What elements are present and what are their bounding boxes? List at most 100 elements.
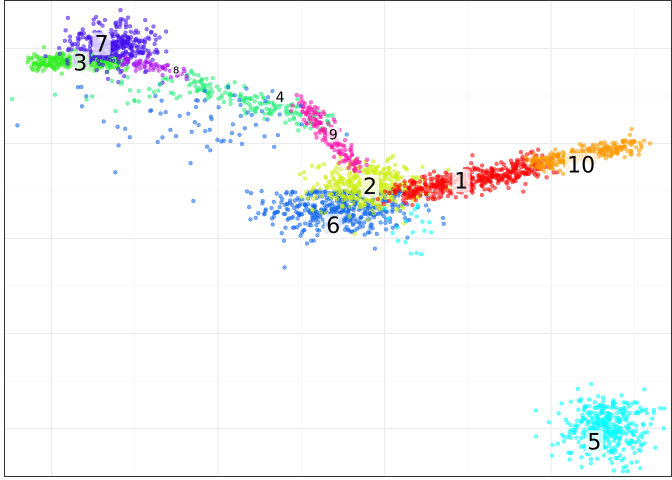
cluster-7-point bbox=[157, 35, 162, 40]
cluster-5-point bbox=[658, 406, 663, 411]
cluster-7-point bbox=[155, 50, 160, 55]
cluster-4-point bbox=[217, 87, 222, 92]
cluster-9-point bbox=[338, 142, 343, 147]
cluster-6-point bbox=[279, 200, 284, 205]
cluster-2-point bbox=[393, 162, 398, 168]
cluster-6-point bbox=[297, 203, 302, 208]
cluster-4-point bbox=[261, 95, 266, 101]
cluster-6-point bbox=[335, 205, 340, 210]
cluster-10-point bbox=[628, 141, 633, 147]
cluster-label-text: 4 bbox=[276, 90, 285, 106]
cluster-1-point bbox=[495, 173, 500, 179]
cluster-1-point bbox=[472, 166, 477, 172]
cluster-4-point bbox=[192, 72, 197, 77]
cluster-5-point bbox=[390, 230, 395, 235]
cluster-10-point bbox=[634, 145, 639, 150]
cluster-5-point bbox=[608, 413, 613, 418]
cluster-7-point bbox=[147, 36, 152, 41]
cluster-7-point bbox=[91, 57, 96, 62]
cluster-9-point bbox=[315, 105, 320, 111]
cluster-9-point bbox=[349, 143, 354, 148]
cluster-label-box bbox=[324, 213, 343, 237]
cluster-1-point bbox=[486, 187, 491, 192]
cluster-5-point bbox=[606, 443, 612, 448]
cluster-5-point bbox=[597, 421, 603, 426]
cluster-9-point bbox=[302, 101, 307, 106]
cluster-10-point bbox=[622, 155, 627, 160]
cluster-6-point bbox=[263, 208, 268, 213]
cluster-7-point bbox=[136, 44, 141, 49]
cluster-4-point bbox=[308, 126, 313, 131]
cluster-10-point bbox=[594, 143, 600, 148]
cluster-9-point bbox=[320, 127, 325, 132]
cluster-2-point bbox=[390, 153, 395, 159]
cluster-10-point bbox=[546, 163, 551, 168]
cluster-5-point bbox=[631, 432, 636, 437]
cluster-6-point bbox=[293, 190, 298, 195]
cluster-6-point bbox=[79, 84, 84, 90]
cluster-10-point bbox=[623, 138, 628, 143]
cluster-label-text: 5 bbox=[587, 431, 601, 456]
cluster-6-point bbox=[313, 209, 318, 215]
cluster-4-point bbox=[327, 113, 332, 118]
cluster-6-point bbox=[441, 221, 446, 226]
cluster-5-point bbox=[615, 443, 620, 448]
cluster-1-point bbox=[536, 172, 541, 177]
cluster-9-point bbox=[318, 111, 323, 117]
cluster-1-point bbox=[516, 169, 522, 174]
cluster-5-point bbox=[610, 402, 616, 407]
cluster-6-point bbox=[314, 190, 319, 195]
cluster-5-point bbox=[613, 405, 618, 410]
cluster-2-point bbox=[377, 170, 382, 175]
cluster-10-point bbox=[615, 151, 620, 156]
cluster-4-point bbox=[136, 99, 141, 104]
cluster-7-point bbox=[86, 34, 91, 40]
cluster-3-point bbox=[30, 55, 35, 60]
cluster-7-point bbox=[104, 69, 109, 74]
cluster-7-point bbox=[101, 56, 106, 61]
cluster-7-point bbox=[100, 62, 105, 67]
cluster-4-point bbox=[187, 90, 193, 95]
cluster-8-point bbox=[142, 64, 147, 70]
cluster-4-point bbox=[205, 83, 210, 88]
cluster-4-point bbox=[204, 76, 209, 81]
cluster-5-point bbox=[639, 409, 644, 414]
cluster-1-point bbox=[518, 150, 523, 155]
cluster-2-point bbox=[368, 164, 373, 169]
cluster-6-point bbox=[323, 207, 328, 212]
cluster-9-point bbox=[305, 108, 311, 113]
cluster-10-point bbox=[623, 144, 628, 149]
cluster-5-point bbox=[625, 440, 630, 445]
cluster-5-point bbox=[578, 397, 584, 402]
cluster-1-point bbox=[499, 160, 504, 165]
cluster-6-point bbox=[215, 137, 220, 142]
cluster-7-point bbox=[91, 21, 96, 26]
cluster-5-point bbox=[618, 407, 624, 412]
cluster-5-point bbox=[414, 214, 419, 219]
cluster-1-point bbox=[479, 183, 484, 188]
cluster-10-point bbox=[543, 155, 549, 160]
cluster-6-point bbox=[310, 216, 315, 221]
cluster-1-point bbox=[429, 195, 434, 200]
cluster-6-point bbox=[272, 144, 277, 149]
cluster-1-point bbox=[482, 187, 487, 192]
cluster-6-point bbox=[390, 225, 395, 230]
cluster-7-point bbox=[97, 61, 102, 67]
cluster-4-point bbox=[84, 97, 89, 102]
cluster-1-point bbox=[445, 175, 450, 180]
cluster-1-point bbox=[480, 163, 485, 168]
cluster-label-text: 10 bbox=[567, 153, 595, 178]
cluster-6-point bbox=[344, 132, 349, 137]
cluster-2-point bbox=[340, 204, 345, 209]
cluster-2-point bbox=[368, 168, 374, 173]
cluster-10-point bbox=[535, 159, 541, 164]
cluster-6-point bbox=[393, 202, 398, 207]
cluster-4-point bbox=[208, 93, 213, 98]
cluster-1-point bbox=[381, 201, 386, 206]
cluster-7-point bbox=[97, 21, 102, 26]
cluster-9-point bbox=[289, 108, 294, 113]
cluster-5-point bbox=[560, 432, 565, 437]
cluster-5-point bbox=[578, 436, 584, 441]
cluster-6-point bbox=[297, 222, 302, 227]
cluster-4-point bbox=[221, 99, 227, 105]
